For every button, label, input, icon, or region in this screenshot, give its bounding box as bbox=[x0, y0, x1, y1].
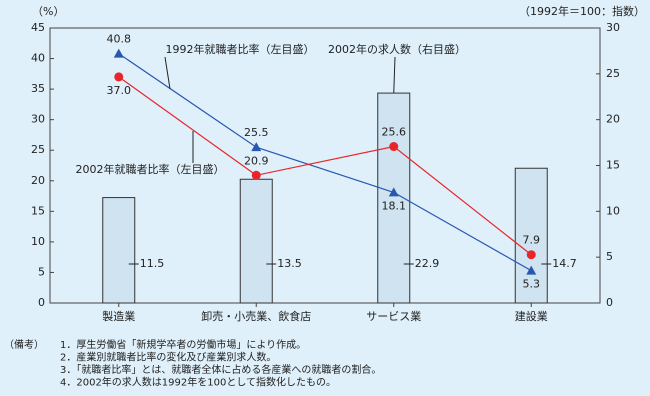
y2-tick-label: 20 bbox=[606, 113, 620, 126]
point-value-label: 37.0 bbox=[107, 84, 132, 97]
notes-label: （備考） bbox=[4, 338, 44, 351]
line bbox=[118, 76, 532, 256]
marker bbox=[251, 170, 261, 180]
y-tick-label: 45 bbox=[31, 21, 45, 34]
y-tick-label: 20 bbox=[31, 174, 45, 187]
point-value-label: 18.1 bbox=[382, 199, 407, 212]
marker bbox=[113, 48, 124, 58]
marker bbox=[526, 265, 537, 275]
point-value-label: 7.9 bbox=[523, 234, 541, 247]
x-tick-label: 卸売・小売業、飲食店 bbox=[201, 309, 311, 323]
point-value-label: 40.8 bbox=[107, 33, 132, 46]
y-tick-label: 35 bbox=[31, 82, 45, 95]
y-tick-label: 15 bbox=[31, 204, 45, 217]
y-tick-label: 0 bbox=[38, 296, 45, 309]
marker bbox=[388, 187, 399, 197]
y2-tick-label: 15 bbox=[606, 159, 620, 172]
x-tick-label: 製造業 bbox=[102, 309, 135, 323]
x-tick-label: サービス業 bbox=[366, 310, 421, 323]
callout-leader bbox=[164, 56, 171, 90]
series-callout: 2002年就職者比率（左目盛） bbox=[76, 162, 225, 176]
note-item: 3．「就職者比率」とは、就職者全体に占める各産業への就職者の割合。 bbox=[60, 363, 381, 376]
bar-value-label: 22.9 bbox=[415, 257, 440, 270]
series-callout: 1992年就職者比率（左目盛） bbox=[166, 42, 315, 56]
y-tick-label: 10 bbox=[31, 235, 45, 248]
y-tick-label: 5 bbox=[38, 265, 45, 278]
note-item: 2．産業別就職者比率の変化及び産業別求人数。 bbox=[60, 351, 276, 364]
y-axis-label: （%） bbox=[32, 5, 64, 18]
note-item: 4．2002年の求人数は1992年を100として指数化したもの。 bbox=[60, 376, 336, 389]
callout-leader bbox=[393, 56, 396, 94]
bar bbox=[239, 178, 273, 304]
y2-tick-label: 10 bbox=[606, 204, 620, 217]
y-tick-label: 30 bbox=[31, 113, 45, 126]
marker bbox=[114, 72, 124, 82]
marker bbox=[251, 142, 262, 152]
bar-value-label: 13.5 bbox=[277, 257, 302, 270]
point-value-label: 5.3 bbox=[523, 278, 541, 291]
y-tick-label: 25 bbox=[31, 143, 45, 156]
point-value-label: 25.6 bbox=[382, 126, 407, 139]
point-value-label: 25.5 bbox=[244, 126, 269, 139]
x-tick-label: 建設業 bbox=[515, 309, 548, 323]
y2-axis-label: （1992年＝100：指数） bbox=[519, 4, 645, 18]
note-item: 1．厚生労働省「新規学卒者の労働市場」により作成。 bbox=[60, 338, 306, 351]
y2-tick-label: 30 bbox=[606, 21, 620, 34]
y-tick-label: 40 bbox=[31, 52, 45, 65]
bar bbox=[514, 167, 548, 304]
series-callout: 2002年の求人数（右目盛） bbox=[328, 42, 466, 56]
bar-value-label: 11.5 bbox=[140, 257, 165, 270]
marker bbox=[526, 250, 536, 260]
bar-value-label: 14.7 bbox=[552, 257, 577, 270]
point-value-label: 20.9 bbox=[244, 154, 269, 167]
y2-tick-label: 0 bbox=[606, 296, 613, 309]
marker bbox=[389, 142, 399, 152]
bar bbox=[102, 197, 136, 304]
y2-tick-label: 5 bbox=[606, 250, 613, 263]
y2-tick-label: 25 bbox=[606, 67, 620, 80]
line bbox=[118, 53, 532, 272]
